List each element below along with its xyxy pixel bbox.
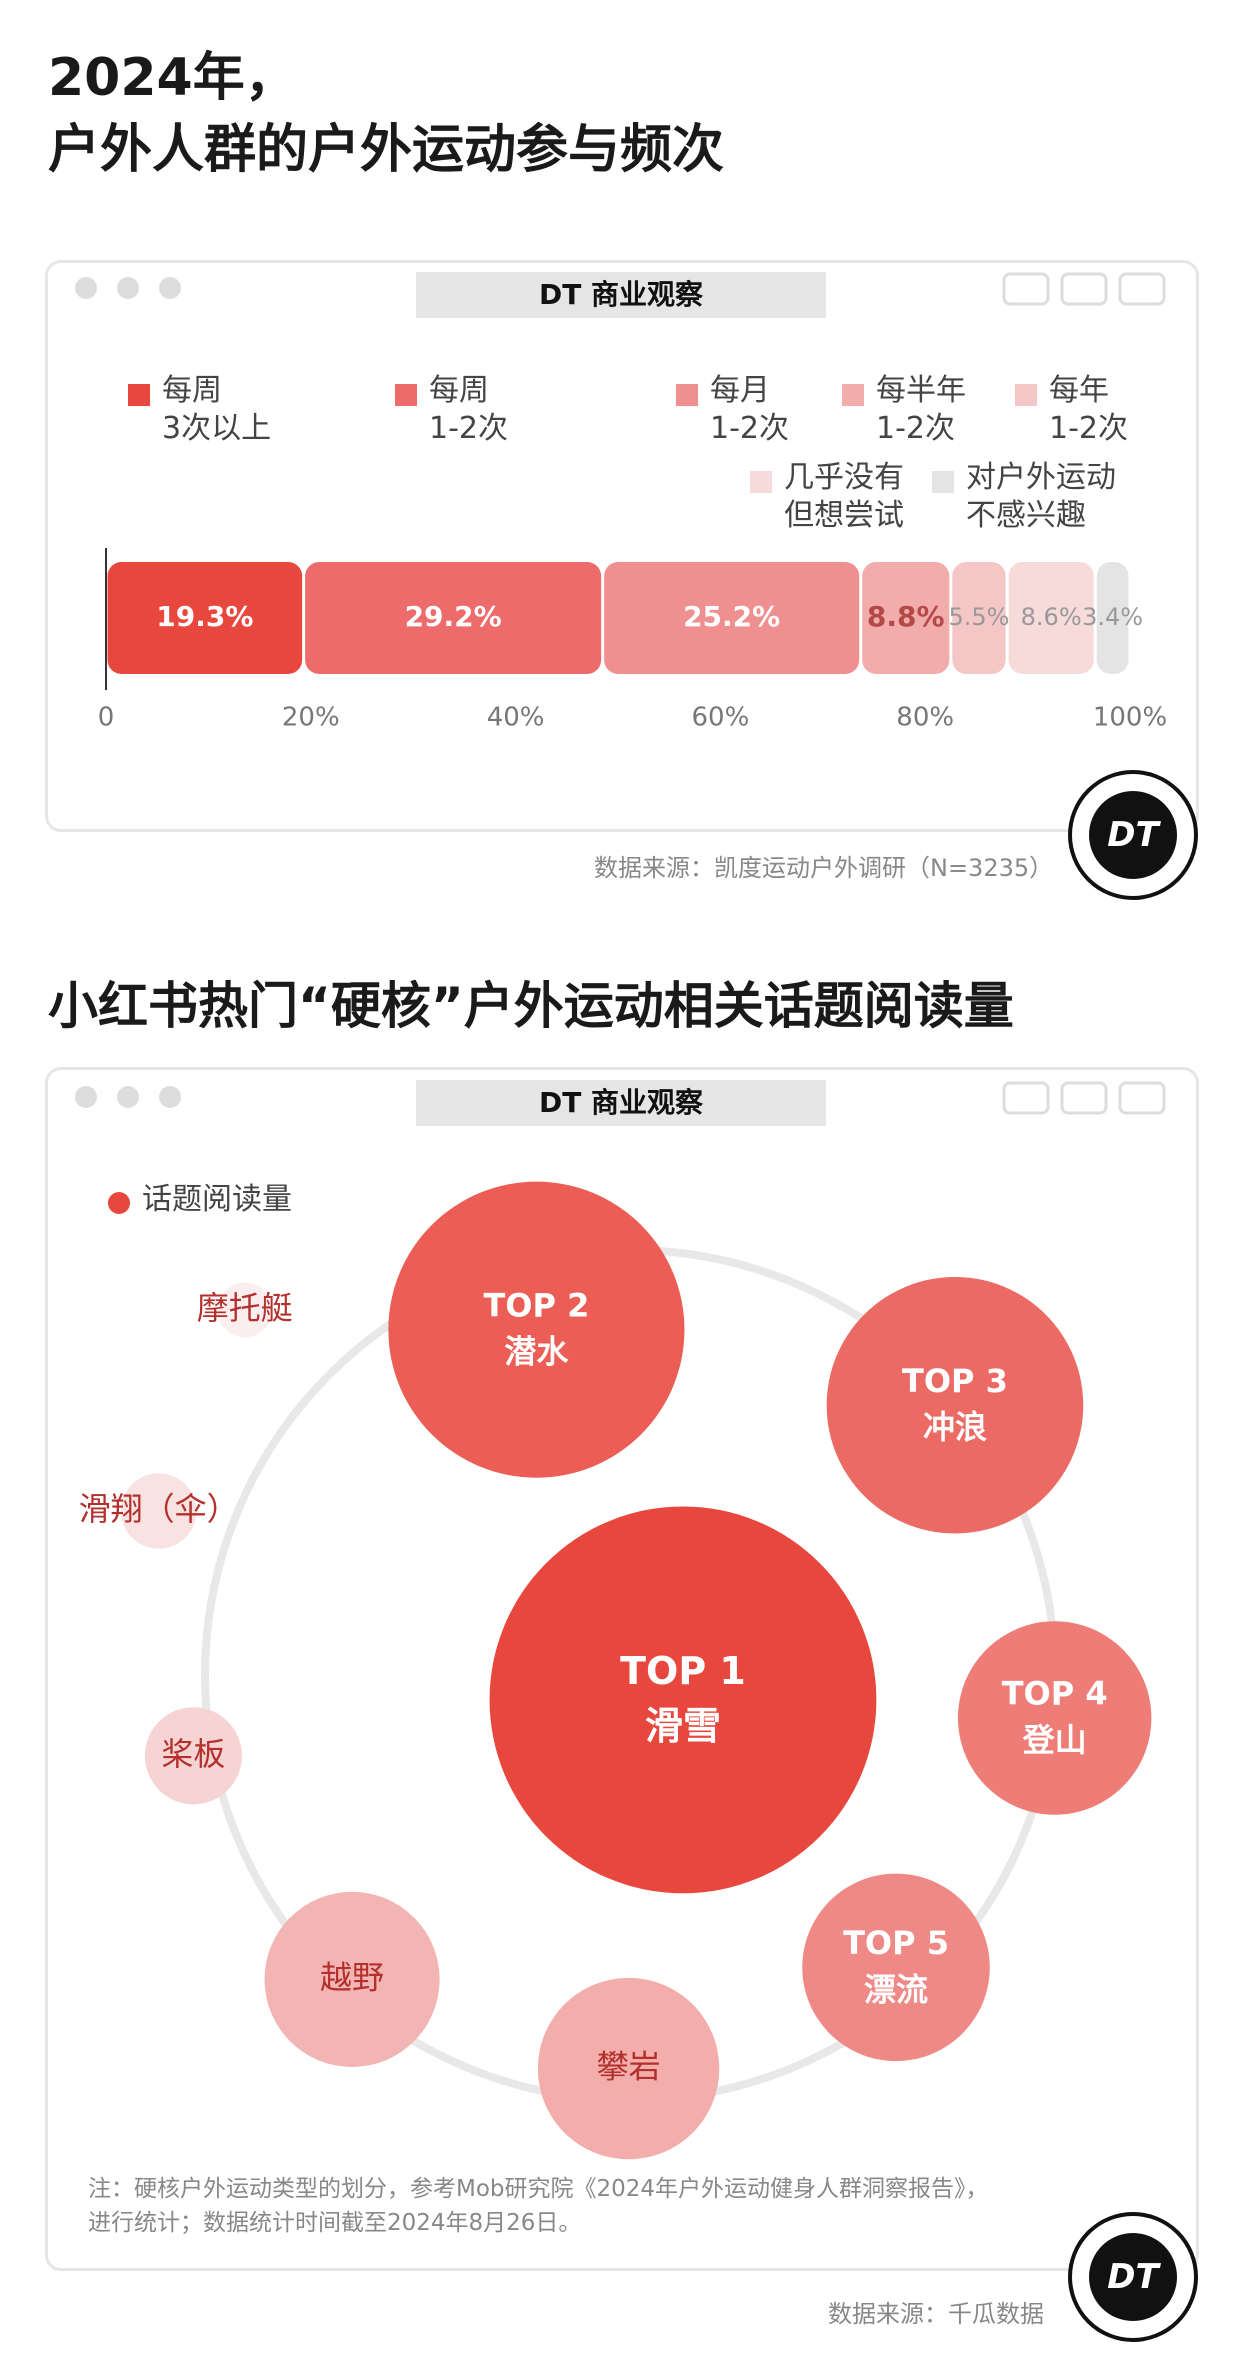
- logo: DT: [1068, 770, 1198, 900]
- value-label: 8.8%: [867, 600, 945, 633]
- category-label: 摩托艇: [197, 1289, 293, 1327]
- legend-swatch: [128, 384, 150, 406]
- note: 注：硬核户外运动类型的划分，参考Mob研究院《2024年户外运动健身人群洞察报告…: [88, 2176, 989, 2236]
- panel: [45, 260, 1199, 832]
- value-label: 29.2%: [405, 600, 502, 633]
- legend-label: 几乎没有 但想尝试: [784, 460, 904, 533]
- value-label: 19.3%: [156, 600, 253, 633]
- category-label: 攀岩: [597, 2048, 661, 2086]
- source: 数据来源：凯度运动户外调研（N=3235）: [594, 854, 1054, 882]
- bubble: [957, 1621, 1152, 1815]
- category-label: 潜水: [504, 1333, 569, 1371]
- category-label: 越野: [320, 1958, 384, 1996]
- value-label: 25.2%: [683, 600, 780, 633]
- category-label: 滑翔（伞）: [79, 1490, 239, 1528]
- legend-swatch: [932, 471, 954, 493]
- window-icons: [1002, 272, 1166, 1115]
- category-label: 滑雪: [645, 1704, 721, 1748]
- bar-segment: [952, 562, 1006, 674]
- legend-swatch: [108, 1192, 130, 1214]
- rank-label: TOP 5: [843, 1924, 949, 1962]
- bubble: [120, 1473, 197, 1549]
- brand-bar: DT 商业观察: [416, 272, 826, 318]
- legend-swatch: [1015, 384, 1037, 406]
- bubble: [826, 1276, 1084, 1534]
- bubble: [217, 1282, 273, 1338]
- legend-swatch: [750, 471, 772, 493]
- category-label: 登山: [1022, 1721, 1087, 1759]
- legend-label: 每年 1-2次: [1049, 373, 1128, 446]
- source: 数据来源：千瓜数据: [828, 2300, 1044, 2328]
- rank-label: TOP 2: [483, 1286, 589, 1324]
- category-label: 漂流: [864, 1970, 928, 2008]
- legend-swatch: [676, 384, 698, 406]
- bubble: [264, 1891, 440, 2067]
- legend-label: 对户外运动 不感兴趣: [966, 460, 1116, 533]
- logo: DT: [1068, 2212, 1198, 2342]
- bubble: [144, 1707, 242, 1805]
- bar-segment: [1008, 562, 1094, 674]
- x-tick-label: 60%: [692, 703, 750, 733]
- chart-title: 小红书热门“硬核”户外运动相关话题阅读量: [48, 977, 1014, 1035]
- bar-segment: [305, 562, 602, 674]
- rank-label: TOP 1: [620, 1649, 746, 1693]
- bar-segment: [604, 562, 860, 674]
- legend-label: 每月 1-2次: [710, 373, 789, 446]
- legend-swatch: [842, 384, 864, 406]
- bar-segment: [107, 562, 303, 674]
- legend-swatch: [395, 384, 417, 406]
- category-label: 冲浪: [923, 1408, 987, 1446]
- legend-label: 每周 3次以上: [162, 373, 272, 446]
- category-label: 桨板: [161, 1735, 225, 1773]
- x-tick-label: 40%: [487, 703, 545, 733]
- bubble: [802, 1873, 990, 2062]
- x-tick-label: 20%: [282, 703, 340, 733]
- brand-bar: DT 商业观察: [416, 1080, 826, 1126]
- value-label: 5.5%: [948, 603, 1009, 631]
- legend-label: 话题阅读量: [142, 1182, 292, 1217]
- bubble: [388, 1181, 685, 1478]
- bubble: [537, 1977, 720, 2160]
- bubble: [489, 1506, 877, 1894]
- rank-label: TOP 3: [902, 1362, 1008, 1400]
- value-label: 8.6%: [1021, 603, 1082, 631]
- x-tick-label: 100%: [1093, 703, 1167, 733]
- page-title: 2024年， 户外人群的户外运动参与频次: [48, 48, 725, 180]
- bar-segment: [862, 562, 950, 674]
- x-tick-label: 0: [98, 703, 115, 733]
- value-label: 3.4%: [1082, 603, 1143, 631]
- legend-label: 每半年 1-2次: [876, 373, 966, 446]
- legend-label: 每周 1-2次: [429, 373, 508, 446]
- rank-label: TOP 4: [1002, 1675, 1108, 1713]
- window-buttons: [75, 277, 181, 1108]
- x-tick-label: 80%: [896, 703, 954, 733]
- bar-segment: [1096, 562, 1129, 674]
